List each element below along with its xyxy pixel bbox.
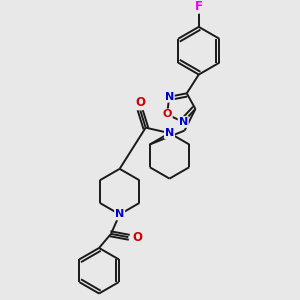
Text: N: N xyxy=(165,92,174,102)
Text: N: N xyxy=(165,128,174,138)
Text: N: N xyxy=(178,117,188,127)
Text: F: F xyxy=(195,0,203,13)
Text: N: N xyxy=(115,209,124,219)
Text: O: O xyxy=(162,110,172,119)
Text: O: O xyxy=(132,231,142,244)
Text: O: O xyxy=(135,96,145,109)
